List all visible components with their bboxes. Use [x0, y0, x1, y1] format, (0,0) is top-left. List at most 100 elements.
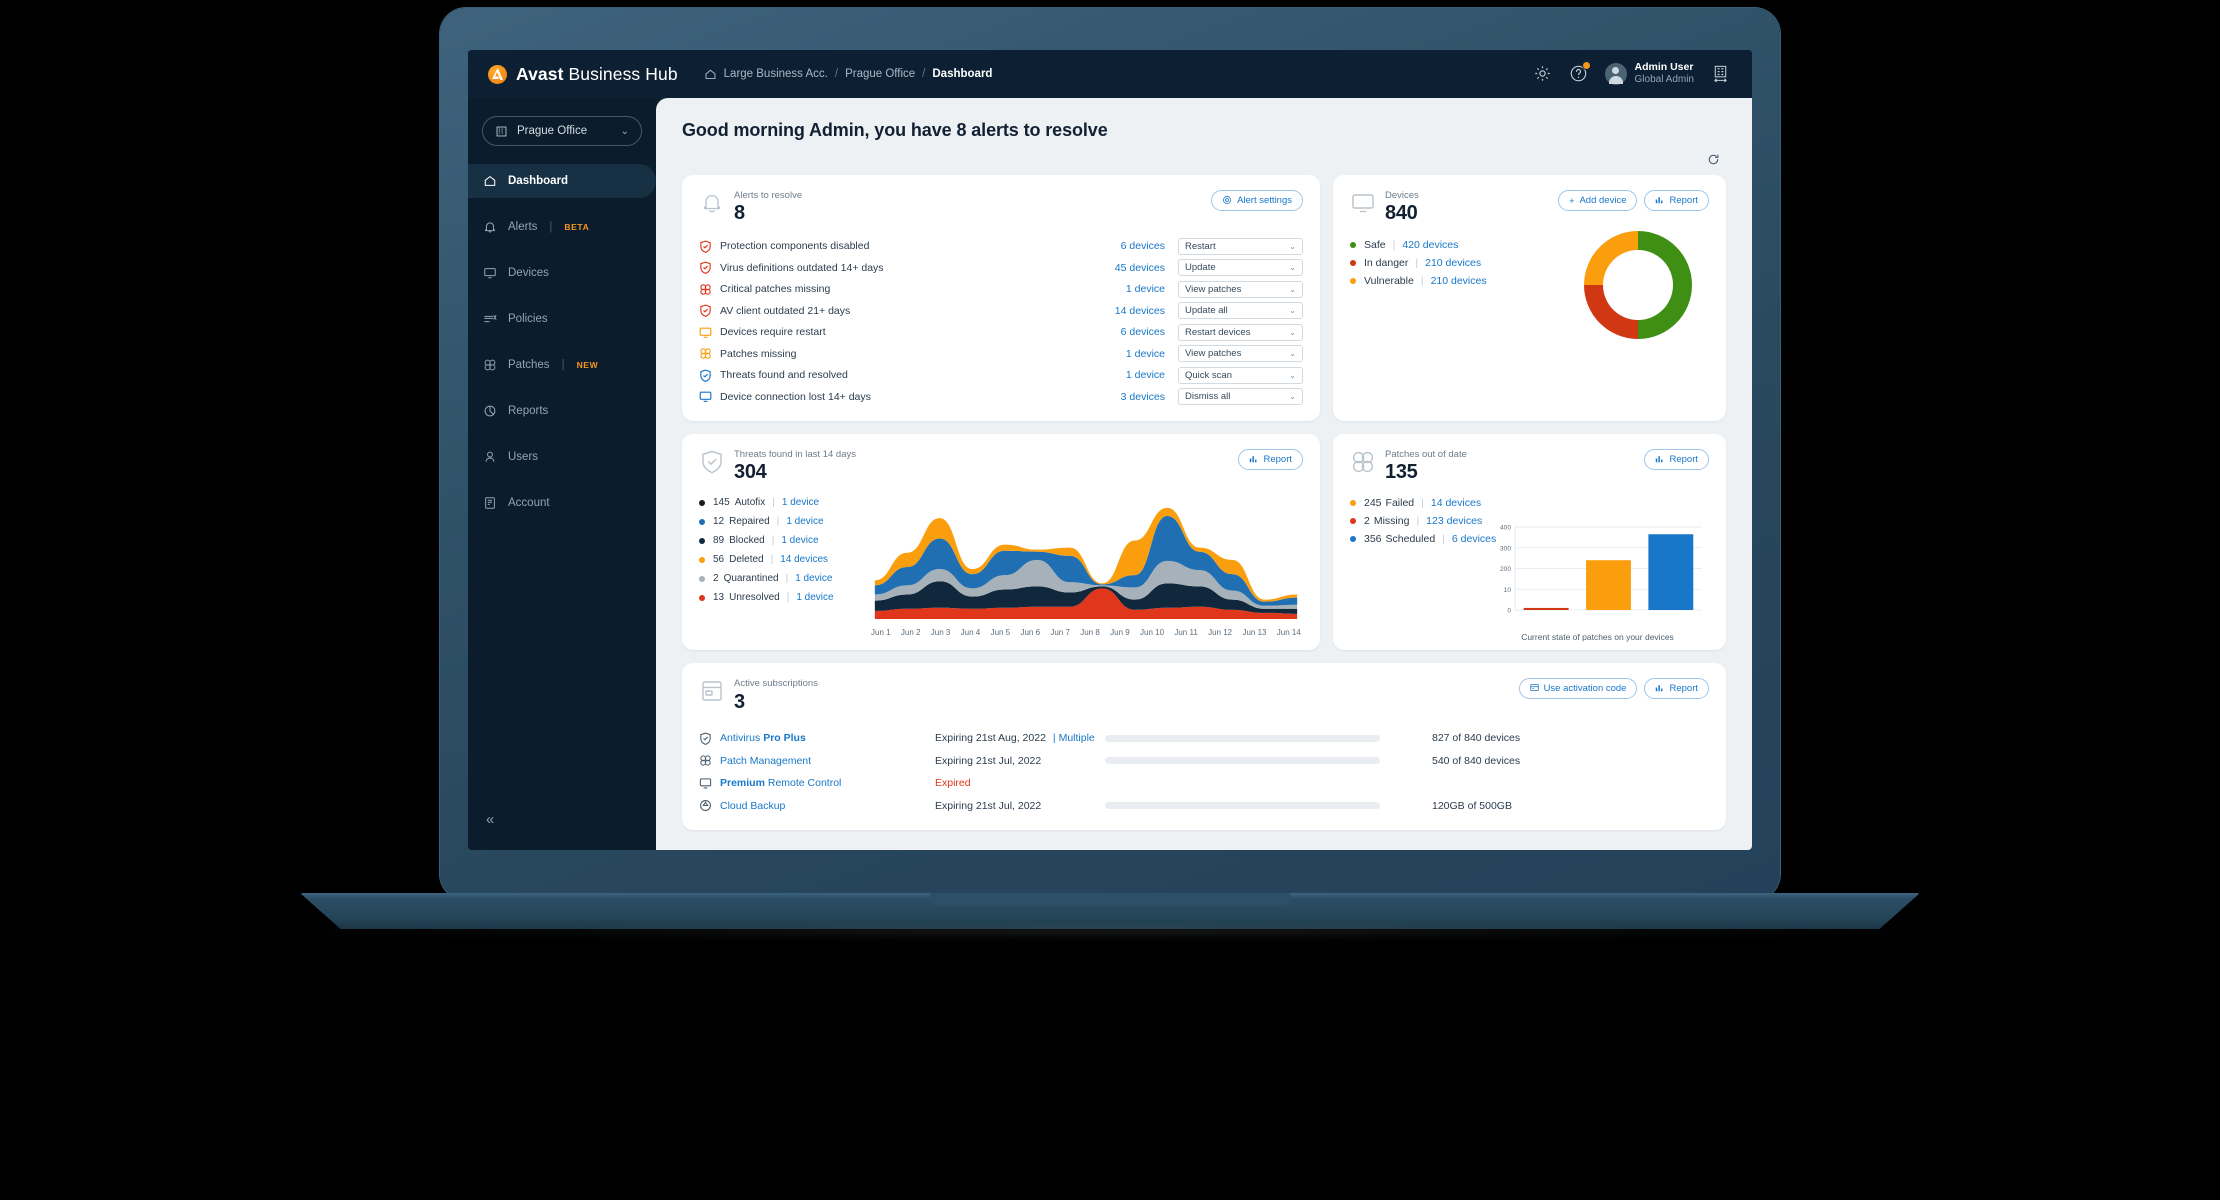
card-actions: Use activation code Report [1518, 678, 1709, 700]
chevron-double-left-icon[interactable]: « [486, 811, 495, 828]
alert-action-select[interactable]: View patches ⌄ [1178, 345, 1303, 363]
legend-dot [1350, 518, 1356, 525]
patch-icon [699, 347, 712, 360]
alert-device-count[interactable]: 1 device [1125, 347, 1165, 360]
devices-report-button[interactable]: Report [1644, 190, 1709, 211]
alert-action-select[interactable]: Update ⌄ [1178, 259, 1303, 277]
alert-label: Device connection lost 14+ days [720, 390, 871, 403]
alert-row: AV client outdated 21+ days 14 devices Upd… [699, 300, 1303, 322]
breadcrumb-item-0[interactable]: Large Business Acc. [723, 68, 828, 80]
sidebar-badge-beta: BETA [564, 222, 590, 232]
legend-dot [699, 556, 705, 563]
subscription-name[interactable]: Premium Remote Control [720, 777, 842, 790]
refresh-icon[interactable] [1707, 153, 1720, 169]
home-icon[interactable] [704, 68, 717, 81]
alert-device-count[interactable]: 3 devices [1120, 390, 1165, 403]
sidebar-item-devices[interactable]: Devices [468, 256, 656, 290]
alert-action-select[interactable]: Update all ⌄ [1178, 302, 1303, 320]
patches-report-button[interactable]: Report [1644, 448, 1709, 470]
subscription-progress-bar [1105, 734, 1380, 742]
alert-device-count[interactable]: 45 devices [1114, 261, 1165, 274]
legend-value[interactable]: 1 device [786, 516, 824, 528]
use-activation-code-button[interactable]: Use activation code [1518, 678, 1638, 700]
subscription-name[interactable]: Cloud Backup [720, 799, 786, 812]
sidebar-item-users[interactable]: Users [468, 440, 656, 474]
area-series-blocked [874, 581, 1298, 615]
user-menu[interactable]: Admin User Global Admin [1604, 60, 1694, 87]
alert-device-count[interactable]: 6 devices [1120, 240, 1165, 253]
x-axis-tick: Jun 1 [871, 628, 891, 638]
add-device-button[interactable]: + Add device [1558, 190, 1638, 211]
x-axis-tick: Jun 10 [1140, 628, 1165, 638]
breadcrumb-item-1[interactable]: Prague Office [845, 68, 916, 80]
legend-value[interactable]: 14 devices [780, 554, 829, 566]
app-logo[interactable]: Avast Business Hub [488, 64, 678, 85]
legend-value[interactable]: 123 devices [1426, 515, 1483, 528]
legend-count: 145 [713, 497, 730, 509]
sidebar-item-reports[interactable]: Reports [468, 394, 656, 428]
legend-value[interactable]: 14 devices [1430, 497, 1482, 510]
legend-label: Quarantined [723, 573, 779, 585]
legend-value[interactable]: 1 device [781, 497, 820, 509]
alert-action-select[interactable]: View patches ⌄ [1178, 280, 1303, 298]
alert-device-count[interactable]: 6 devices [1120, 326, 1165, 339]
subscription-expiry: Expiring 21st Jul, 2022 [935, 799, 1042, 812]
subscriptions-report-button[interactable]: Report [1644, 678, 1709, 700]
use-activation-code-label: Use activation code [1543, 683, 1627, 695]
divider: | [1392, 238, 1396, 251]
user-name: Admin User [1634, 60, 1694, 73]
alert-label: Protection components disabled [720, 240, 870, 253]
legend-value[interactable]: 210 devices [1425, 256, 1482, 269]
legend-dot [1350, 536, 1356, 543]
legend-value[interactable]: 1 device [796, 592, 834, 604]
alert-action-select[interactable]: Restart ⌄ [1178, 237, 1303, 255]
legend-count: 245 [1364, 497, 1382, 510]
legend-value[interactable]: 6 devices [1451, 533, 1497, 546]
organization-selector[interactable]: Prague Office ⌄ [482, 116, 642, 146]
alert-device-count[interactable]: 1 device [1125, 369, 1165, 382]
subscription-name[interactable]: Antivirus Pro Plus [720, 732, 806, 745]
sidebar-item-dashboard[interactable]: Dashboard [468, 164, 656, 198]
help-circle-icon[interactable] [1569, 61, 1591, 83]
subscription-row: Premium Remote Control Expired [699, 772, 1709, 795]
legend-dot [1350, 500, 1356, 507]
alert-device-count[interactable]: 1 device [1125, 283, 1165, 296]
alert-action-select[interactable]: Quick scan ⌄ [1178, 366, 1303, 384]
alert-settings-button[interactable]: Alert settings [1211, 190, 1303, 211]
patch-icon [482, 358, 497, 373]
switch-organization-icon[interactable] [1711, 64, 1730, 83]
sidebar-item-account[interactable]: Account [468, 486, 656, 520]
threats-report-button[interactable]: Report [1238, 448, 1303, 470]
bell-icon [482, 220, 497, 235]
subscription-multiple-link[interactable]: | Multiple [1052, 732, 1095, 745]
alert-action-select[interactable]: Restart devices ⌄ [1178, 323, 1303, 341]
x-axis-tick: Jun 4 [960, 628, 981, 638]
legend-value[interactable]: 210 devices [1430, 274, 1487, 287]
sidebar-item-alerts[interactable]: Alerts | BETA [468, 210, 656, 244]
laptop-base-notch [930, 893, 1290, 906]
alert-label: AV client outdated 21+ days [720, 304, 851, 317]
area-series-repaired [874, 516, 1298, 607]
area-series-deleted [874, 508, 1298, 603]
alert-row: Devices require restart 6 devices Restart … [699, 322, 1303, 344]
devices-donut-chart [1584, 231, 1692, 339]
avatar-icon [1604, 62, 1627, 85]
gear-icon[interactable] [1533, 64, 1552, 83]
subscription-expiry: Expiring 21st Jul, 2022 [935, 754, 1042, 767]
card-value: 840 [1385, 202, 1418, 225]
alert-device-count[interactable]: 14 devices [1114, 304, 1165, 317]
alert-row: Protection components disabled 6 devices R… [699, 236, 1303, 258]
legend-value[interactable]: 1 device [781, 535, 819, 547]
account-icon [482, 496, 497, 511]
sidebar-item-policies[interactable]: Policies [468, 302, 656, 336]
cloud-backup-icon [699, 799, 712, 812]
legend-value[interactable]: 420 devices [1402, 238, 1459, 251]
legend-item: In danger | 210 devices [1350, 254, 1709, 272]
legend-label: Unresolved [729, 592, 780, 604]
sidebar-item-patches[interactable]: Patches | NEW [468, 348, 656, 382]
legend-value[interactable]: 1 device [795, 573, 833, 585]
sidebar: Prague Office ⌄ Dashboard Alerts | BETA [468, 98, 656, 850]
alert-action-select[interactable]: Dismiss all ⌄ [1178, 388, 1303, 406]
svg-text:10: 10 [1504, 587, 1512, 594]
subscription-name[interactable]: Patch Management [720, 754, 812, 767]
